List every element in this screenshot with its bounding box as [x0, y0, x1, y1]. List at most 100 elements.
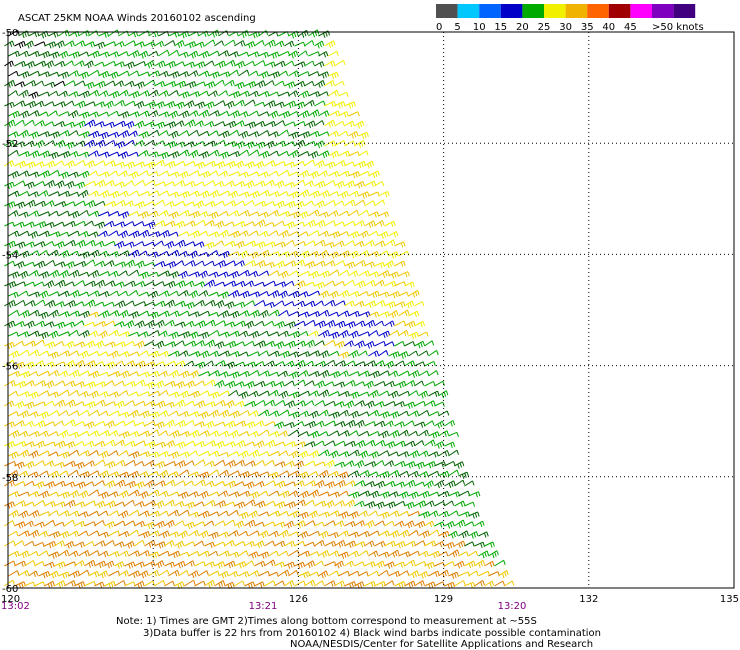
wind-barb	[118, 510, 129, 519]
wind-barb	[4, 460, 17, 467]
wind-barb	[114, 99, 125, 107]
wind-barb	[384, 460, 395, 467]
wind-barb	[194, 281, 206, 288]
wind-barb	[344, 560, 355, 568]
wind-barb	[158, 470, 169, 479]
wind-barb	[74, 560, 85, 567]
wind-barb	[8, 50, 20, 58]
wind-barb	[98, 171, 110, 178]
wind-barb	[54, 201, 67, 208]
wind-barb	[328, 450, 339, 459]
wind-barb	[178, 149, 190, 157]
wind-barb	[434, 541, 445, 548]
wind-barb	[124, 221, 135, 227]
wind-barb	[168, 531, 179, 538]
wind-barb	[164, 401, 175, 408]
wind-barb	[38, 331, 49, 339]
wind-barb	[284, 321, 297, 329]
wind-barb	[154, 560, 165, 569]
wind-barb	[248, 171, 260, 177]
wind-barb	[164, 319, 175, 327]
wind-barb	[84, 580, 97, 587]
wind-barb	[474, 520, 485, 528]
wind-barb	[244, 260, 256, 267]
wind-barb	[124, 459, 136, 467]
wind-barb	[438, 390, 449, 399]
wind-barb	[4, 119, 16, 128]
wind-barb	[64, 100, 75, 107]
wind-barb	[244, 81, 257, 89]
wind-barb	[138, 170, 149, 177]
wind-barb	[138, 110, 150, 117]
wind-barb	[288, 149, 299, 158]
wind-barb	[54, 241, 65, 249]
wind-barb	[204, 520, 215, 527]
wind-barb	[294, 520, 306, 528]
wind-barb	[98, 570, 109, 579]
wind-barb	[104, 341, 116, 348]
wind-barb	[64, 300, 76, 308]
wind-barb	[18, 410, 29, 419]
wind-barb	[428, 570, 440, 577]
wind-barb	[298, 131, 311, 139]
wind-barb	[84, 220, 95, 227]
wind-barb	[84, 559, 96, 568]
wind-barb	[8, 451, 19, 459]
wind-barb	[414, 301, 425, 307]
wind-barb	[154, 240, 164, 247]
wind-barb	[278, 569, 290, 577]
wind-barb	[104, 41, 117, 47]
wind-barb	[344, 261, 356, 269]
wind-barb	[298, 431, 309, 437]
wind-barb	[364, 200, 376, 207]
wind-barb	[204, 541, 215, 548]
wind-barb	[248, 51, 260, 58]
wind-barb	[124, 200, 134, 208]
wind-barb	[18, 371, 31, 379]
wind-barb	[194, 41, 205, 48]
wind-barb	[124, 241, 135, 248]
wind-barb	[274, 341, 285, 349]
wind-barb	[424, 360, 436, 367]
wind-barb	[378, 551, 390, 558]
wind-barb	[268, 371, 280, 377]
wind-barb	[58, 171, 70, 179]
wind-barb	[374, 380, 386, 387]
wind-barb	[314, 521, 325, 527]
wind-barb	[98, 70, 110, 79]
wind-barb	[138, 371, 150, 378]
wind-barb	[304, 240, 316, 247]
wind-barb	[238, 250, 249, 259]
wind-barb	[234, 141, 245, 149]
wind-barb	[144, 60, 155, 69]
wind-barb	[14, 241, 26, 249]
wind-barb	[218, 310, 230, 319]
wind-barb	[314, 140, 325, 149]
wind-barb	[38, 91, 50, 97]
wind-barb	[68, 550, 79, 557]
wind-barb	[204, 121, 215, 128]
wind-barb	[134, 201, 146, 209]
wind-barb	[84, 81, 95, 90]
wind-barb	[148, 569, 160, 577]
wind-barb	[384, 260, 394, 269]
wind-barb	[98, 491, 109, 499]
wind-barb	[184, 119, 196, 128]
wind-barb	[274, 281, 287, 288]
wind-barb	[74, 200, 86, 207]
wind-barb	[98, 550, 109, 558]
wind-barb	[338, 551, 349, 559]
wind-barb	[344, 540, 357, 549]
wind-barb	[68, 350, 80, 357]
wind-barb	[328, 50, 339, 57]
wind-barb	[464, 501, 476, 507]
lat-tick-label: -52	[2, 139, 18, 150]
wind-barb	[334, 580, 345, 587]
wind-barb	[324, 400, 336, 407]
wind-barb	[308, 51, 321, 57]
scale-swatch	[608, 4, 631, 18]
wind-barb	[278, 150, 289, 157]
wind-barb	[454, 461, 465, 469]
scale-label: >50 knots	[652, 22, 704, 33]
wind-barb	[354, 400, 365, 407]
